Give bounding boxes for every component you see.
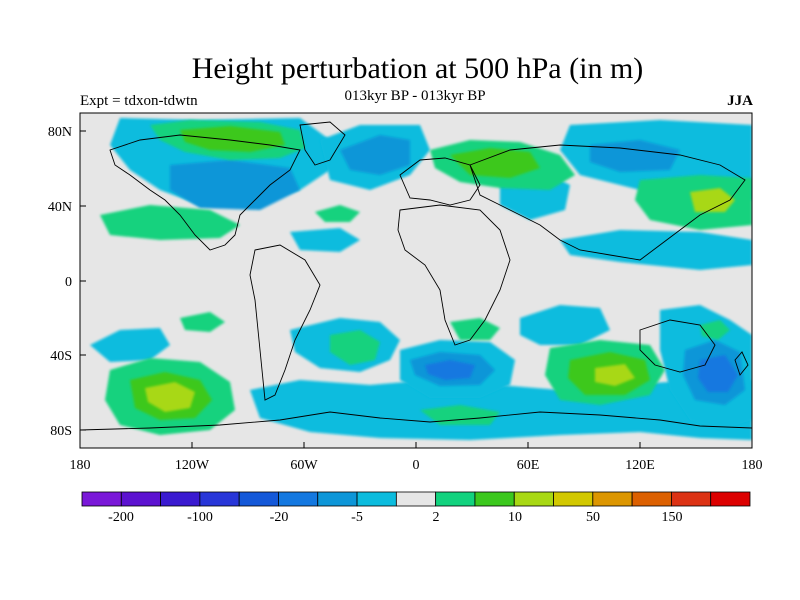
contour-region bbox=[100, 205, 240, 240]
y-tick-label: 40S bbox=[50, 349, 72, 364]
north-america-outline bbox=[109, 134, 301, 251]
colorbar-swatch bbox=[238, 491, 279, 507]
colorbar-label: 2 bbox=[433, 510, 440, 525]
contour-region bbox=[560, 230, 752, 270]
colorbar-label: -200 bbox=[108, 510, 134, 525]
contour-fill-layer bbox=[90, 118, 752, 440]
season-label: JJA bbox=[727, 93, 753, 109]
contour-region bbox=[145, 382, 195, 412]
colorbar-swatch bbox=[671, 491, 712, 507]
contour-region bbox=[420, 405, 500, 425]
y-tick-label: 80S bbox=[50, 424, 72, 439]
australia-outline bbox=[639, 319, 716, 373]
contour-region bbox=[340, 135, 410, 175]
y-tick-label: 0 bbox=[65, 275, 72, 290]
colorbar-swatch bbox=[553, 491, 594, 507]
colorbar-swatch bbox=[120, 491, 161, 507]
colorbar-swatch bbox=[356, 491, 397, 507]
map-title: Height perturbation at 500 hPa (in m) bbox=[191, 52, 644, 85]
contour-region bbox=[180, 126, 285, 152]
y-tick-label: 40N bbox=[48, 200, 72, 215]
south-america-outline bbox=[249, 244, 321, 401]
contour-region bbox=[90, 328, 170, 362]
map-panel bbox=[79, 112, 753, 449]
new-zealand-outline bbox=[734, 351, 749, 376]
africa-outline bbox=[397, 204, 511, 346]
colorbar-swatch bbox=[160, 491, 201, 507]
europe-outline bbox=[399, 157, 481, 206]
contour-region bbox=[180, 312, 225, 332]
coastline-layer bbox=[80, 121, 752, 431]
colorbar-swatch bbox=[631, 491, 672, 507]
colorbar-swatch bbox=[435, 491, 476, 507]
x-tick-label: 60E bbox=[517, 458, 540, 473]
colorbar-swatch bbox=[81, 491, 122, 507]
colorbar-label: -5 bbox=[351, 510, 363, 525]
x-tick-label: 120E bbox=[625, 458, 655, 473]
colorbar-swatch bbox=[513, 491, 554, 507]
colorbar-label: 150 bbox=[662, 510, 683, 525]
asia-outline bbox=[469, 144, 746, 261]
contour-region bbox=[520, 305, 610, 345]
contour-region bbox=[170, 160, 300, 210]
x-tick-label: 180 bbox=[742, 458, 763, 473]
experiment-label: Expt = tdxon-tdwtn bbox=[80, 93, 198, 109]
colorbar-swatch bbox=[395, 491, 437, 507]
contour-region bbox=[698, 355, 738, 392]
colorbar-swatch bbox=[199, 491, 240, 507]
colorbar-swatch bbox=[474, 491, 515, 507]
colorbar-label: -100 bbox=[187, 510, 213, 525]
contour-region bbox=[595, 364, 635, 386]
colorbar-labels: -200 -100 -20 -5 2 10 50 150 bbox=[108, 510, 682, 525]
contour-region bbox=[290, 228, 360, 252]
antarctica-outline bbox=[80, 411, 752, 431]
x-tick-label: 60W bbox=[290, 458, 318, 473]
x-tick-label: 120W bbox=[175, 458, 210, 473]
colorbar bbox=[81, 491, 751, 507]
x-tick-label: 180 bbox=[70, 458, 91, 473]
contour-region bbox=[690, 188, 735, 212]
colorbar-swatch bbox=[710, 491, 751, 507]
x-tick-label: 0 bbox=[413, 458, 420, 473]
colorbar-label: -20 bbox=[270, 510, 289, 525]
colorbar-swatch bbox=[317, 491, 358, 507]
x-axis: 180 120W 60W 0 60E 120E 180 bbox=[70, 442, 763, 473]
map-subtitle: 013kyr BP - 013kyr BP bbox=[344, 88, 486, 104]
y-tick-label: 80N bbox=[48, 125, 72, 140]
colorbar-label: 10 bbox=[508, 510, 522, 525]
contour-region bbox=[330, 330, 380, 365]
greenland-outline bbox=[299, 121, 346, 166]
colorbar-swatch bbox=[278, 491, 319, 507]
colorbar-swatch bbox=[592, 491, 633, 507]
contour-region bbox=[425, 360, 475, 380]
colorbar-label: 50 bbox=[586, 510, 600, 525]
contour-region bbox=[450, 318, 500, 340]
y-axis: 80N 40N 0 40S 80S bbox=[48, 125, 86, 439]
contour-region bbox=[315, 205, 360, 222]
